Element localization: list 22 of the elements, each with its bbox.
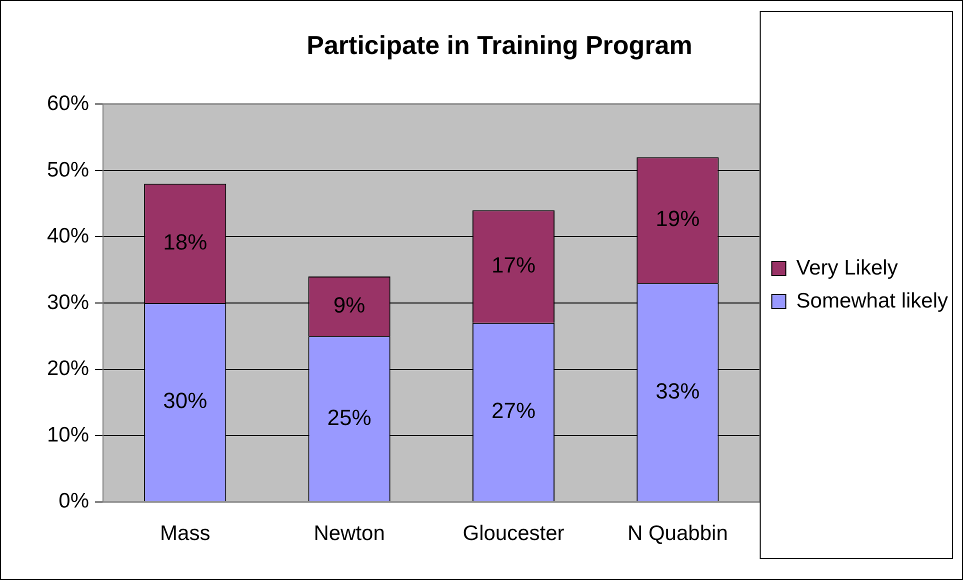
x-tick-label: N Quabbin [627, 522, 728, 546]
data-label: 9% [333, 292, 366, 318]
data-label: 19% [656, 206, 700, 232]
chart-title: Participate in Training Program [306, 30, 692, 60]
x-tick-label: Newton [314, 522, 385, 546]
y-tick-label: 40% [47, 224, 90, 248]
y-tick-label: 20% [47, 357, 90, 380]
data-label: 27% [491, 398, 536, 424]
y-tick-label: 10% [47, 423, 90, 446]
legend-label: Very Likely [796, 256, 898, 280]
x-tick-label: Gloucester [462, 522, 564, 546]
x-tick-label: Mass [160, 522, 210, 546]
y-tick-label: 30% [47, 290, 90, 314]
y-tick-label: 60% [47, 92, 90, 115]
y-tick-label: 50% [47, 158, 90, 182]
legend-label: Somewhat likely [796, 289, 948, 312]
y-tick-label: 0% [58, 490, 90, 513]
data-label: 25% [327, 404, 372, 430]
data-label: 17% [491, 252, 536, 278]
data-label: 30% [163, 388, 208, 414]
data-label: 18% [163, 229, 208, 254]
data-label: 33% [656, 378, 700, 404]
